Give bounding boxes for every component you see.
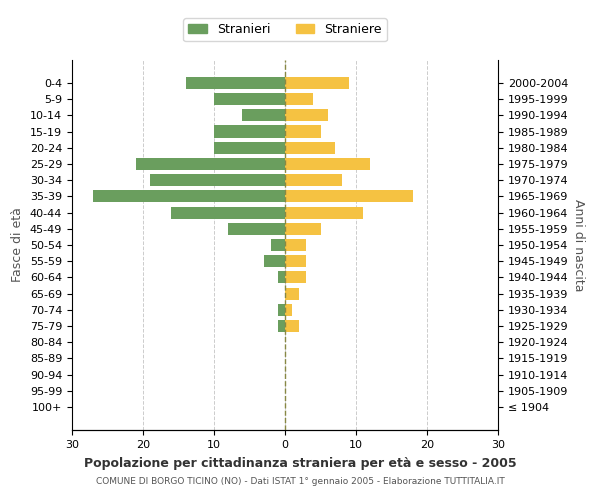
Bar — [285, 77, 349, 89]
Bar — [285, 190, 413, 202]
Bar — [285, 174, 342, 186]
Bar — [285, 288, 299, 300]
Y-axis label: Fasce di età: Fasce di età — [11, 208, 25, 282]
Text: Popolazione per cittadinanza straniera per età e sesso - 2005: Popolazione per cittadinanza straniera p… — [83, 458, 517, 470]
Bar — [285, 255, 307, 268]
Bar — [285, 93, 313, 105]
Bar — [214, 126, 285, 138]
Bar — [278, 320, 285, 332]
Bar — [285, 142, 335, 154]
Bar — [285, 239, 307, 251]
Bar — [278, 272, 285, 283]
Bar — [285, 304, 292, 316]
Bar — [185, 77, 285, 89]
Legend: Stranieri, Straniere: Stranieri, Straniere — [183, 18, 387, 41]
Bar — [278, 304, 285, 316]
Bar — [136, 158, 285, 170]
Bar — [94, 190, 285, 202]
Bar — [228, 222, 285, 235]
Bar — [214, 93, 285, 105]
Bar — [285, 222, 320, 235]
Bar — [285, 272, 307, 283]
Bar — [150, 174, 285, 186]
Bar — [285, 320, 299, 332]
Bar — [172, 206, 285, 218]
Bar — [271, 239, 285, 251]
Text: COMUNE DI BORGO TICINO (NO) - Dati ISTAT 1° gennaio 2005 - Elaborazione TUTTITAL: COMUNE DI BORGO TICINO (NO) - Dati ISTAT… — [95, 478, 505, 486]
Bar — [214, 142, 285, 154]
Y-axis label: Anni di nascita: Anni di nascita — [572, 198, 585, 291]
Bar — [285, 126, 320, 138]
Bar — [264, 255, 285, 268]
Bar — [242, 109, 285, 122]
Bar — [285, 206, 363, 218]
Bar — [285, 109, 328, 122]
Bar — [285, 158, 370, 170]
